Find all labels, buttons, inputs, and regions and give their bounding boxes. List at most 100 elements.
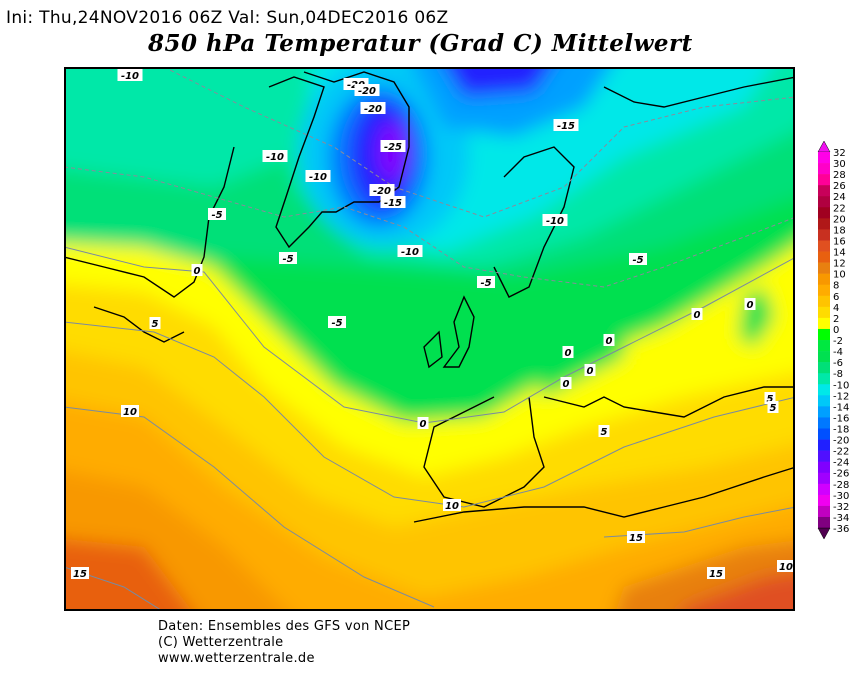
contour-label: 15 (627, 531, 645, 544)
colorbar-tick-label: -28 (833, 480, 849, 491)
svg-text:-5: -5 (331, 318, 342, 329)
contour-label: 10 (121, 405, 139, 418)
colorbar-swatch (818, 174, 830, 186)
contour-label: -25 (380, 140, 406, 153)
colorbar-tick-label: 30 (833, 159, 846, 170)
colorbar-swatch (818, 218, 830, 230)
contour-label: 0 (584, 364, 596, 377)
svg-text:-5: -5 (632, 255, 643, 266)
contour-label: -10 (542, 214, 568, 227)
colorbar-tick-label: 12 (833, 259, 846, 270)
colorbar-swatch (818, 185, 830, 197)
colorbar-swatch (818, 295, 830, 308)
colorbar-swatch (818, 251, 830, 263)
svg-text:0: 0 (194, 266, 201, 277)
svg-text:-5: -5 (480, 278, 491, 289)
website-link[interactable]: www.wetterzentrale.de (158, 651, 315, 666)
svg-text:0: 0 (606, 336, 613, 347)
isolines (64, 67, 795, 288)
colorbar-swatch (818, 406, 830, 418)
colorbar-swatch (818, 483, 830, 496)
map-frame (64, 67, 795, 611)
svg-text:-20: -20 (358, 86, 376, 97)
contour-label: -20 (354, 84, 380, 97)
colorbar-tick-label: 24 (833, 192, 846, 203)
colorbar-tick-label: 2 (833, 314, 839, 325)
colorbar-tick-label: 22 (833, 203, 846, 214)
svg-text:-10: -10 (309, 172, 327, 183)
data-source: Daten: Ensembles des GFS von NCEP (158, 619, 411, 634)
colorbar-swatch (818, 516, 830, 529)
contour-label: -20 (360, 102, 386, 115)
contour-label: -20 (369, 184, 395, 197)
colorbar-tick-label: -30 (833, 491, 849, 502)
colorbar-tick-label: -34 (833, 513, 849, 524)
svg-text:5: 5 (767, 394, 774, 405)
contour-labels: -10-20-20-20-25-10-10-20-15-10-5-50-15-1… (71, 69, 795, 580)
svg-text:0: 0 (563, 379, 570, 390)
svg-text:-5: -5 (211, 210, 222, 221)
svg-text:0: 0 (587, 366, 594, 377)
colorbar-swatch (818, 494, 830, 507)
colorbar-tick-label: 32 (833, 148, 846, 159)
contour-label: 5 (767, 401, 779, 414)
svg-text:0: 0 (747, 300, 754, 311)
colorbar-tick-label: -18 (833, 425, 849, 436)
contour-label: 0 (744, 298, 756, 311)
colorbar-tick-label: -14 (833, 402, 849, 413)
colorbar-swatch (818, 262, 830, 274)
contour-label: -10 (262, 150, 288, 163)
colorbar-swatch (818, 417, 830, 429)
colorbar-tick-label: 14 (833, 248, 846, 259)
chart-title: 850 hPa Temperatur (Grad C) Mittelwert (148, 30, 693, 57)
colorbar-tick-label: -6 (833, 358, 843, 369)
svg-text:5: 5 (770, 403, 777, 414)
colorbar-tick-label: -32 (833, 502, 849, 513)
contour-label: -5 (208, 208, 226, 221)
temperature-map: -10-20-20-20-25-10-10-20-15-10-5-50-15-1… (64, 67, 795, 611)
colorbar-tick-label: -22 (833, 447, 849, 458)
svg-text:10: 10 (779, 562, 793, 573)
colorbar-tick-label: -12 (833, 391, 849, 402)
contour-label: 5 (598, 425, 610, 438)
colorbar-swatch (818, 395, 830, 407)
copyright: (C) Wetterzentrale (158, 635, 284, 650)
svg-text:15: 15 (73, 569, 87, 580)
colorbar-tick-label: -8 (833, 369, 843, 380)
svg-text:15: 15 (709, 569, 723, 580)
colorbar-tick-label: -10 (833, 380, 849, 391)
colorbar-tick-label: -24 (833, 458, 849, 469)
colorbar-swatch (818, 229, 830, 241)
colorbar-swatch (818, 196, 830, 208)
colorbar-swatch (818, 306, 830, 319)
colorbar-swatch (818, 317, 830, 330)
svg-text:5: 5 (152, 319, 159, 330)
contour-label: -15 (553, 119, 579, 132)
colorbar-tick-label: -4 (833, 347, 843, 358)
svg-text:15: 15 (629, 533, 643, 544)
contour-label: 15 (71, 567, 89, 580)
colorbar-tick-label: 26 (833, 181, 846, 192)
colorbar-tick-label: 16 (833, 236, 846, 247)
colorbar-tick-label: 28 (833, 170, 846, 181)
colorbar-swatch (818, 152, 830, 164)
colorbar-swatch (818, 472, 830, 485)
svg-text:5: 5 (601, 427, 608, 438)
colorbar-tick-label: 4 (833, 303, 839, 314)
colorbar-tick-label: 18 (833, 225, 846, 236)
svg-text:10: 10 (123, 407, 137, 418)
svg-text:-10: -10 (546, 216, 564, 227)
contour-label: 10 (777, 560, 795, 573)
colorbar-swatch (818, 428, 830, 440)
svg-text:-5: -5 (282, 254, 293, 265)
svg-text:0: 0 (565, 348, 572, 359)
contour-label: -5 (477, 276, 495, 289)
colorbar-legend: 32302826242220181614121086420-2-4-6-8-10… (817, 140, 849, 540)
colorbar-swatch (818, 373, 830, 385)
colorbar-tick-label: -36 (833, 524, 849, 535)
colorbar-swatch (818, 351, 830, 363)
colorbar-tick-label: -2 (833, 336, 843, 347)
colorbar-bottom-arrow (817, 527, 831, 540)
svg-text:-15: -15 (557, 121, 575, 132)
colorbar-tick-label: -26 (833, 469, 849, 480)
